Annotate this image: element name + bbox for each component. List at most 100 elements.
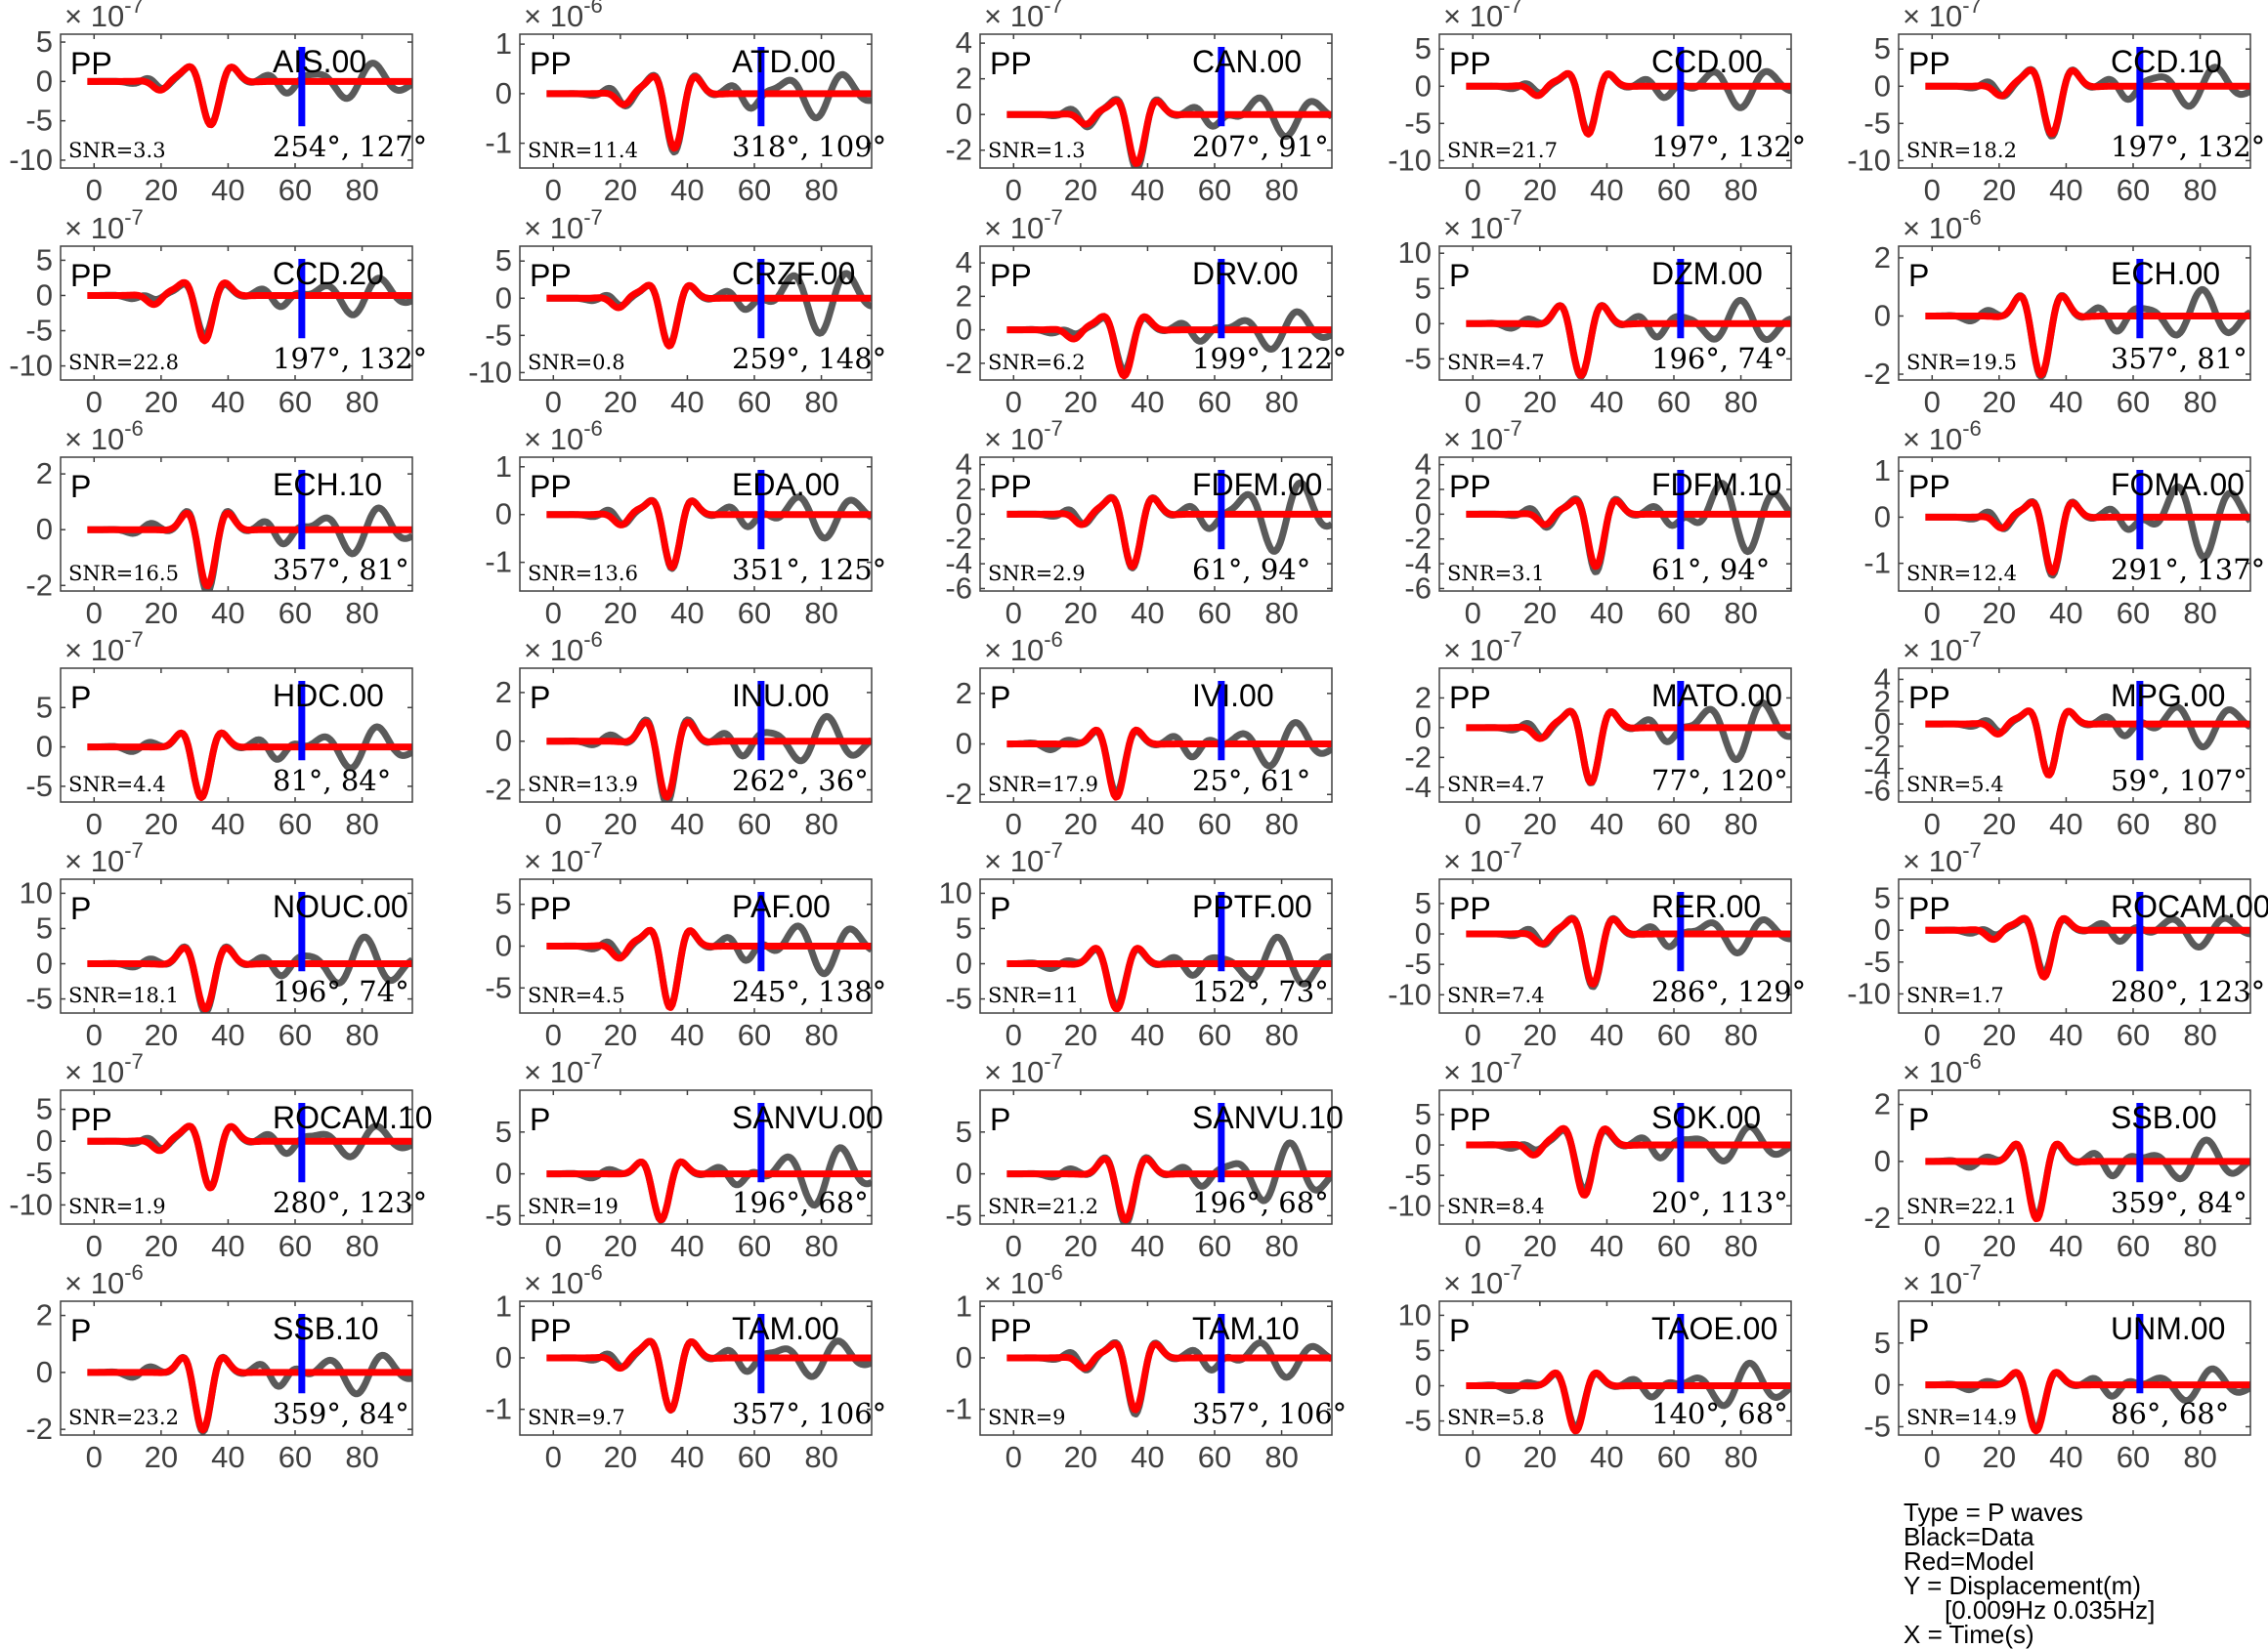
x-tick-label: 60 (278, 1018, 312, 1052)
phase-label: PP (70, 258, 112, 293)
station-label: SSB.00 (2111, 1100, 2217, 1135)
y-tick-label: -5 (1404, 947, 1432, 981)
x-tick-label: 0 (1006, 173, 1022, 207)
x-tick-label: 0 (86, 1018, 103, 1052)
x-tick-label: 0 (545, 1440, 562, 1474)
y-tick-label: 5 (956, 910, 972, 945)
y-tick-label: -1 (1863, 546, 1891, 580)
phase-label: PP (1908, 46, 1950, 81)
y-exponent-label: × 10-7 (1903, 838, 1982, 878)
panel-frame (1438, 667, 1792, 803)
x-tick-label: 20 (1983, 173, 2016, 207)
x-tick-label: 20 (604, 807, 637, 841)
y-tick-label: -1 (485, 126, 512, 160)
x-tick-label: 0 (1465, 807, 1481, 841)
y-tick-label: 0 (36, 512, 53, 546)
x-tick-label: 20 (1064, 1229, 1097, 1263)
x-tick-label: 80 (1264, 596, 1298, 630)
y-tick-label: 2 (956, 62, 972, 96)
y-exponent-label: × 10-6 (984, 1260, 1063, 1300)
angle-label: 359°, 84° (273, 1397, 409, 1430)
angle-label: 357°, 106° (1192, 1397, 1347, 1430)
station-label: CAN.00 (1192, 44, 1302, 79)
y-tick-label: 10 (1398, 1297, 1432, 1332)
y-tick-label: 1 (956, 1289, 972, 1323)
x-tick-label: 60 (278, 173, 312, 207)
angle-label: 259°, 148° (732, 342, 886, 375)
panel-frame (1438, 456, 1792, 592)
model-trace (544, 926, 872, 1011)
x-tick-label: 60 (1198, 1018, 1231, 1052)
y-tick-label: 4 (1874, 661, 1891, 696)
x-tick-label: 0 (1465, 1018, 1481, 1052)
y-tick-label: 0 (36, 63, 53, 98)
y-tick-label: 0 (1415, 1369, 1432, 1403)
snr-label: SNR=11 (988, 984, 1079, 1007)
y-tick-label: 0 (495, 76, 512, 110)
x-tick-label: 0 (86, 173, 103, 207)
waveform-panel: 1 0 -1 0 20 40 60 80 × 10-6 PP EDA.00 SNR=13.6 351°,… (485, 416, 886, 630)
panel-frame (1898, 1300, 2251, 1436)
y-exponent-label: × 10-7 (524, 205, 603, 245)
waveform-panel: 5 0 -5 0 20 40 60 80 × 10-7 P UNM.00 SNR=14.9 86°, 6… (1863, 1260, 2251, 1474)
model-trace (1464, 915, 1791, 988)
x-tick-label: 80 (345, 173, 378, 207)
station-label: ECH.10 (273, 467, 382, 502)
phase-label: PP (530, 46, 572, 81)
x-tick-label: 20 (604, 1018, 637, 1052)
station-label: SSB.10 (273, 1311, 379, 1346)
x-tick-label: 80 (804, 385, 837, 419)
y-tick-label: 0 (495, 1157, 512, 1191)
panel-frame (519, 667, 873, 803)
phase-label: PP (990, 258, 1032, 293)
angle-label: 207°, 91° (1192, 130, 1329, 163)
y-tick-label: -2 (1863, 357, 1891, 391)
model-trace (544, 281, 872, 350)
y-exponent-label: × 10-6 (1903, 1049, 1982, 1089)
panel-frame (979, 1089, 1333, 1225)
y-exponent-label: × 10-7 (984, 1049, 1063, 1089)
y-tick-label: 0 (1415, 306, 1432, 340)
y-exponent-label: × 10-6 (1903, 416, 1982, 456)
x-tick-label: 40 (1131, 596, 1164, 630)
x-tick-label: 60 (278, 1229, 312, 1263)
data-trace (1464, 67, 1791, 137)
phase-label: PP (530, 469, 572, 504)
station-label: IVI.00 (1192, 678, 1274, 713)
data-trace (1464, 1122, 1791, 1194)
y-tick-label: -5 (1404, 1404, 1432, 1438)
x-tick-label: 40 (211, 1440, 244, 1474)
x-tick-label: 0 (1465, 385, 1481, 419)
panel-frame (1438, 245, 1792, 381)
model-trace (1464, 496, 1791, 571)
phase-label: P (530, 1102, 550, 1137)
x-tick-label: 20 (1523, 1229, 1557, 1263)
x-tick-label: 0 (1465, 1229, 1481, 1263)
station-label: MPG.00 (2111, 678, 2225, 713)
y-tick-label: 1 (495, 1289, 512, 1323)
x-tick-label: 0 (1006, 385, 1022, 419)
y-tick-label: 0 (495, 929, 512, 963)
x-tick-label: 80 (1264, 807, 1298, 841)
x-tick-label: 20 (604, 596, 637, 630)
y-tick-label: 2 (956, 278, 972, 313)
x-tick-label: 80 (804, 1018, 837, 1052)
x-tick-label: 40 (2049, 385, 2082, 419)
y-tick-label: 2 (495, 675, 512, 709)
panel-frame (1898, 1089, 2251, 1225)
panel-frame (979, 878, 1333, 1014)
panel-frame (1438, 1300, 1792, 1436)
panel-frame (519, 1089, 873, 1225)
panel-frame (519, 1300, 873, 1436)
angle-label: 197°, 132° (1651, 130, 1806, 163)
y-tick-label: 0 (1874, 1144, 1891, 1178)
y-tick-label: 0 (956, 1340, 972, 1374)
station-label: NOUC.00 (273, 889, 408, 924)
x-tick-label: 40 (2049, 1440, 2082, 1474)
angle-label: 357°, 81° (2111, 342, 2247, 375)
y-tick-label: 5 (36, 910, 53, 945)
